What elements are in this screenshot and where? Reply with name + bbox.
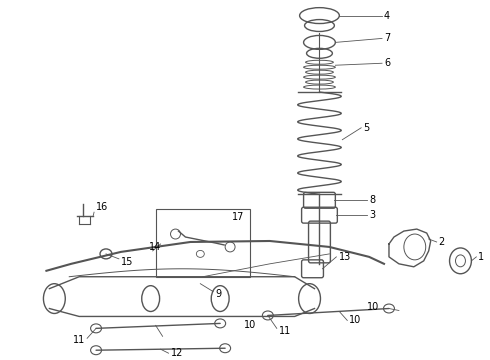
Text: 11: 11	[279, 327, 291, 336]
Text: 16: 16	[96, 202, 108, 212]
Text: 10: 10	[244, 320, 256, 330]
Text: 4: 4	[384, 10, 390, 21]
Text: 17: 17	[232, 212, 245, 222]
Text: 10: 10	[349, 315, 362, 325]
Text: 13: 13	[340, 252, 352, 262]
Text: 12: 12	[171, 348, 183, 358]
Text: 8: 8	[369, 195, 375, 205]
Text: 11: 11	[73, 335, 85, 345]
Text: 7: 7	[384, 33, 390, 44]
Text: 10: 10	[367, 302, 379, 311]
Text: 5: 5	[363, 123, 369, 133]
Bar	[156, 209, 250, 277]
Text: 3: 3	[369, 210, 375, 220]
Text: 9: 9	[215, 289, 221, 298]
Text: 15: 15	[121, 257, 133, 267]
Text: 1: 1	[478, 252, 485, 262]
Text: 14: 14	[148, 242, 161, 252]
Text: 6: 6	[384, 58, 390, 68]
Text: 2: 2	[439, 237, 445, 247]
